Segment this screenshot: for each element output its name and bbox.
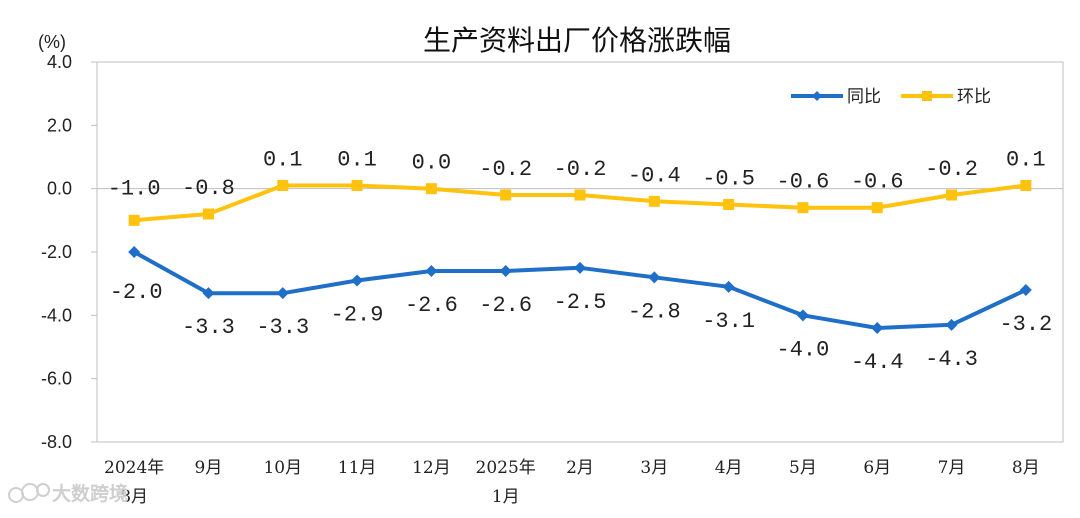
data-point xyxy=(648,195,660,207)
legend-marker xyxy=(812,91,822,101)
data-label: -0.5 xyxy=(702,167,755,192)
chart-title: 生产资料出厂价格涨跌幅 xyxy=(423,24,731,57)
y-axis-unit-label: (%) xyxy=(38,32,66,52)
data-point xyxy=(796,309,809,322)
data-point xyxy=(722,280,735,293)
x-tick-label: 9月 xyxy=(195,458,223,478)
data-label: -2.9 xyxy=(331,303,384,328)
legend-label: 环比 xyxy=(957,87,991,107)
data-label: -4.4 xyxy=(851,350,904,375)
x-tick-label: 12月 xyxy=(412,458,451,478)
x-tick-label: 10月 xyxy=(263,458,302,478)
x-tick-label: 8月 xyxy=(120,487,148,507)
data-label: -3.3 xyxy=(256,315,309,340)
x-tick-label: 2月 xyxy=(566,458,594,478)
data-point xyxy=(648,271,661,284)
data-label: -2.0 xyxy=(110,280,163,305)
data-label: -0.8 xyxy=(182,176,235,201)
data-label: -3.2 xyxy=(999,312,1052,337)
x-tick-label: 6月 xyxy=(863,458,891,478)
y-tick-label: -6.0 xyxy=(41,369,72,389)
data-point xyxy=(945,318,958,331)
watermark-text: 大数跨境 xyxy=(52,482,128,505)
x-tick-label: 3月 xyxy=(640,458,668,478)
data-point xyxy=(723,199,735,210)
y-tick-label: 0.0 xyxy=(47,179,72,199)
plot-area-border xyxy=(96,61,1064,443)
data-point xyxy=(276,287,289,300)
legend-label: 同比 xyxy=(847,87,881,107)
y-tick-label: -8.0 xyxy=(41,432,72,452)
data-point xyxy=(425,265,438,277)
data-label: 0.1 xyxy=(1006,148,1046,173)
data-label: -2.8 xyxy=(628,299,681,324)
watermark: 大数跨境 xyxy=(8,482,128,505)
data-point xyxy=(1019,284,1032,296)
legend: 同比 环比 xyxy=(791,87,991,107)
data-label: -0.2 xyxy=(925,157,978,182)
x-tick-label: 1月 xyxy=(492,487,520,507)
data-point xyxy=(797,202,809,214)
data-label: -3.1 xyxy=(702,309,755,334)
data-label: 0.1 xyxy=(337,148,377,173)
data-label: -0.2 xyxy=(554,157,607,182)
series-layer xyxy=(128,180,1032,334)
y-tick-label: -4.0 xyxy=(41,305,72,325)
x-tick-label: 11月 xyxy=(338,458,377,478)
x-tick-label: 7月 xyxy=(938,458,966,478)
data-point xyxy=(128,214,140,226)
data-label: -2.5 xyxy=(554,290,607,315)
watermark-logo-icon xyxy=(8,483,50,503)
data-point xyxy=(351,274,364,287)
data-label: 0.0 xyxy=(412,151,452,176)
x-tick-label: 2024年 xyxy=(104,458,164,478)
data-label: -2.6 xyxy=(479,293,532,318)
data-point xyxy=(500,189,512,201)
x-axis-ticks: 2024年 8月 9月 10月 11月 12月 2025年 1月 2月 3月 4月 5月 6月 7月 8月 xyxy=(104,458,1040,507)
x-tick-label: 8月 xyxy=(1012,458,1040,478)
data-label: -0.6 xyxy=(777,170,830,195)
data-label: -2.6 xyxy=(405,293,458,318)
data-point xyxy=(574,261,586,274)
data-point xyxy=(1020,180,1032,191)
data-point xyxy=(425,183,437,195)
data-label: 0.1 xyxy=(263,148,303,173)
y-tick-label: -2.0 xyxy=(41,242,72,262)
y-tick-label: 2.0 xyxy=(47,115,72,135)
data-label: -4.3 xyxy=(925,347,978,372)
data-label: -1.0 xyxy=(108,176,161,201)
data-label: -0.2 xyxy=(479,157,532,182)
data-point xyxy=(351,180,363,191)
data-point xyxy=(128,246,141,258)
data-point xyxy=(871,322,884,334)
data-point xyxy=(871,202,883,214)
data-label: -0.4 xyxy=(628,163,681,188)
legend-marker xyxy=(922,91,932,101)
y-axis-ticks: 4.0 2.0 0.0 -2.0 -4.0 -6.0 -8.0 xyxy=(41,52,1063,452)
data-point xyxy=(499,265,512,277)
x-tick-label: 2025年 xyxy=(476,458,536,478)
data-label: -0.6 xyxy=(851,170,904,195)
data-label: -3.3 xyxy=(182,315,235,340)
data-label: -4.0 xyxy=(777,337,830,362)
x-tick-label: 5月 xyxy=(789,458,817,478)
data-point xyxy=(202,287,215,300)
data-labels-layer: -2.0 -3.3 -3.3 -2.9 -2.6 -2.6 -2.5 -2.8 -3.1 -4.0… xyxy=(108,148,1053,376)
x-tick-label: 4月 xyxy=(715,458,743,478)
data-point xyxy=(277,180,289,191)
data-point xyxy=(574,189,586,201)
data-point xyxy=(202,208,214,220)
data-point xyxy=(946,189,958,201)
y-tick-label: 4.0 xyxy=(47,52,72,72)
